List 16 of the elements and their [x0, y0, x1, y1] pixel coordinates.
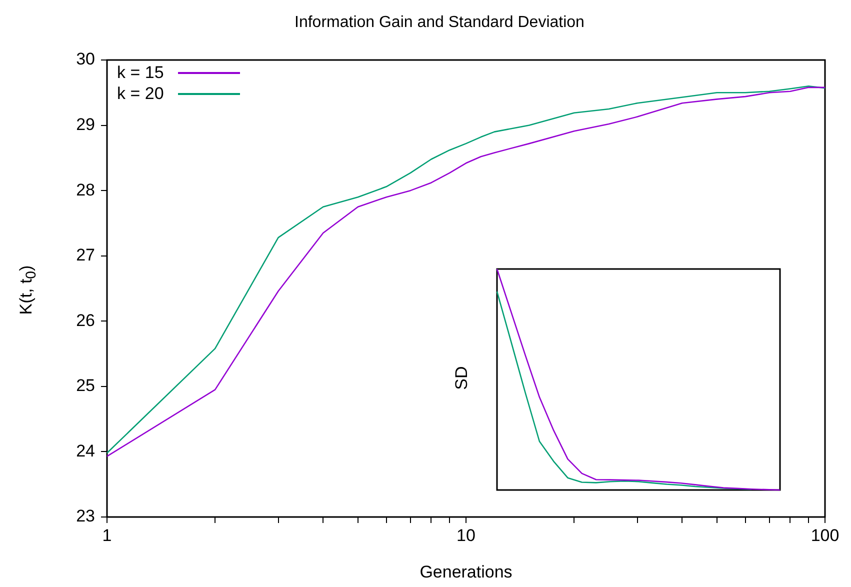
legend-label: k = 20	[117, 83, 164, 104]
chart-title: Information Gain and Standard Deviation	[294, 14, 584, 32]
x-tick-label: 100	[810, 526, 840, 545]
y-tick-label: 27	[76, 246, 95, 265]
y-tick-label: 25	[76, 376, 95, 396]
y-tick-label: 30	[76, 50, 95, 69]
y-tick-label: 28	[76, 180, 95, 200]
x-axis-title: Generations	[420, 562, 512, 582]
y-axis-title: SD	[452, 366, 472, 390]
y-tick-label: 26	[76, 310, 95, 330]
legend-label: k = 15	[117, 62, 164, 83]
x-tick-label: 1	[102, 526, 112, 545]
y-tick-label: 24	[76, 441, 95, 460]
x-tick-label: 10	[456, 526, 476, 545]
y-tick-label: 29	[76, 114, 95, 134]
y-tick-label: 23	[76, 506, 95, 526]
